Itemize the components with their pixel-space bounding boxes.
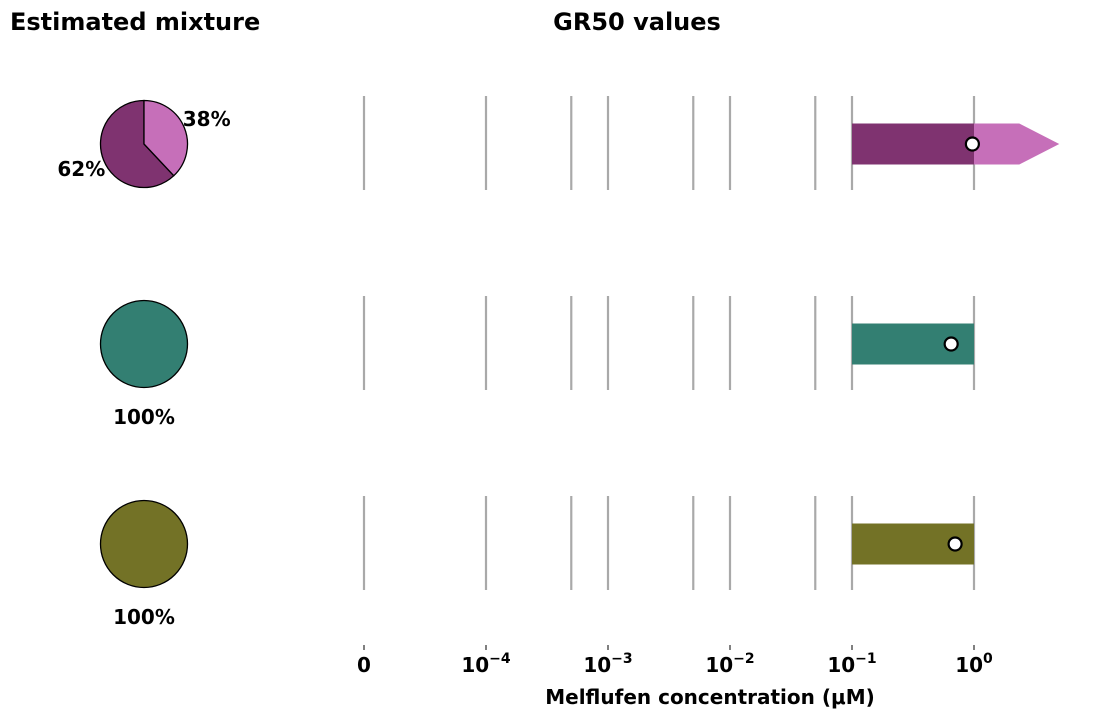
pie-slice (99, 99, 175, 189)
pie-slice (99, 299, 189, 389)
x-axis: 0 10−4 10−3 10−2 10−1 100 (357, 645, 993, 677)
range-bar-group (852, 123, 1060, 565)
gr50-marker (943, 336, 959, 352)
pie-chart-group: 62% 38% 100% 100% (57, 99, 231, 629)
pie-chart: 62% 38% (57, 99, 231, 189)
mixture-title: Estimated mixture (10, 8, 260, 36)
gridline-group (362, 96, 976, 590)
gr50-title: GR50 values (553, 8, 721, 36)
x-tick-label: 10−3 (583, 651, 632, 677)
range-bar (852, 323, 974, 365)
x-tick-label: 0 (357, 653, 371, 677)
range-bar (852, 123, 1060, 165)
pie-slice (143, 99, 189, 177)
pie-slice-label: 38% (183, 107, 231, 131)
pie-slice-label: 100% (113, 605, 175, 629)
x-tick-label: 10−1 (827, 651, 876, 677)
pie-slice-label: 62% (57, 157, 105, 181)
gr50-marker (964, 136, 980, 152)
pie-chart: 100% (99, 499, 189, 629)
x-tick-label: 10−2 (705, 651, 754, 677)
x-tick-label: 100 (955, 651, 993, 677)
x-tick-label: 10−4 (461, 651, 511, 677)
gr50-marker (947, 536, 963, 552)
pie-chart: 100% (99, 299, 189, 429)
pie-slice-label: 100% (113, 405, 175, 429)
range-bar-segment (852, 123, 974, 165)
range-bar (852, 523, 974, 565)
range-bar-arrow-segment (974, 123, 1060, 165)
pie-slice (99, 499, 189, 589)
x-axis-label: Melflufen concentration (μM) (545, 685, 875, 709)
